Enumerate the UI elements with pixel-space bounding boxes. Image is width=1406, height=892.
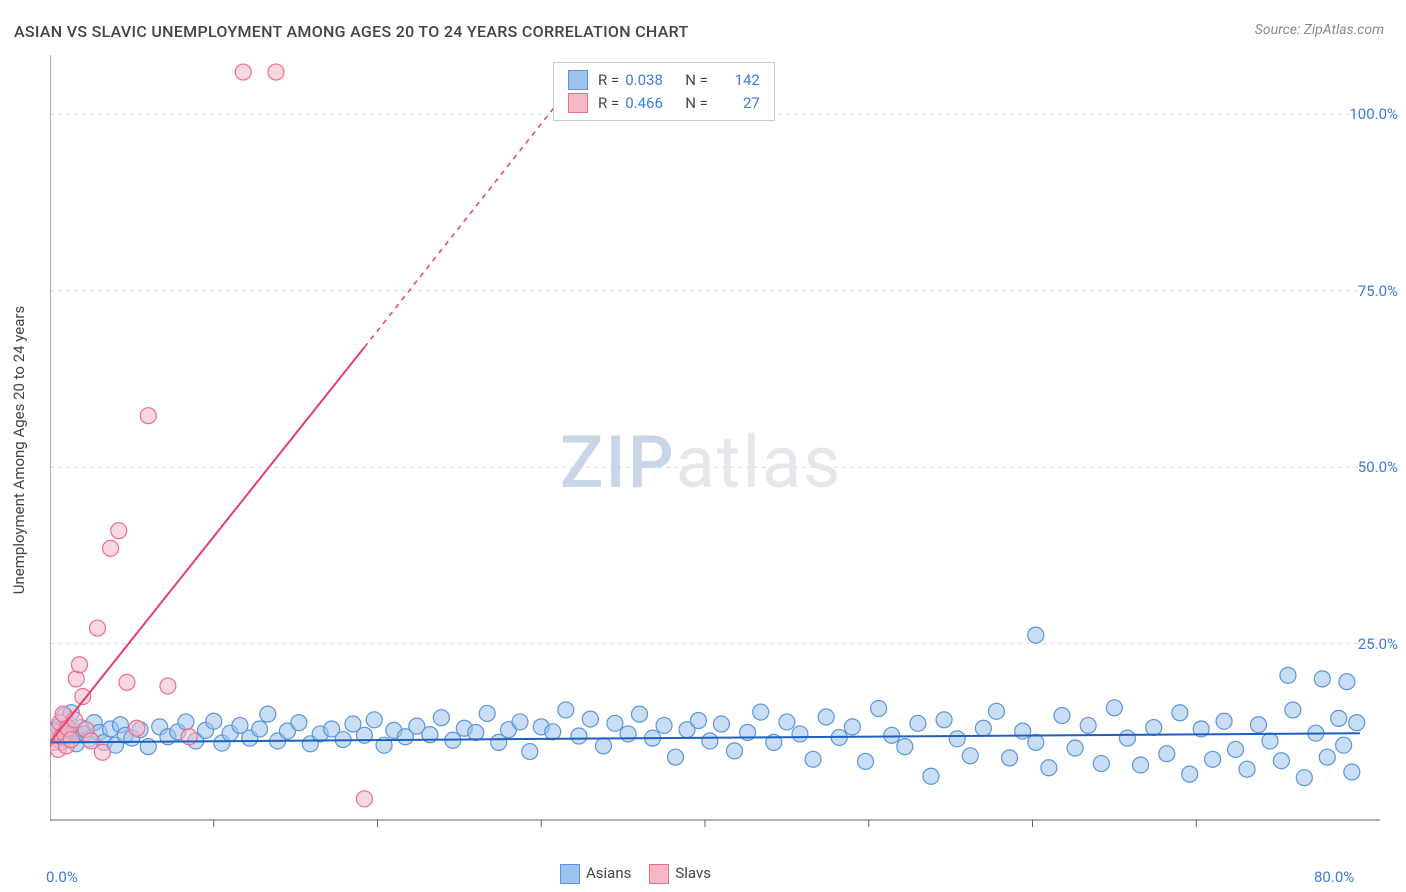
legend-r-value: 0.038 [625,69,671,92]
y-tick-label: 75.0% [1358,282,1398,300]
scatter-plot [50,55,1380,840]
chart-svg [50,55,1380,840]
legend-r-label: R = [598,92,619,115]
correlation-legend: R = 0.038 N = 142 R = 0.466 N = 27 [553,62,775,121]
series-legend: Asians Slavs [560,864,711,884]
chart-title: ASIAN VS SLAVIC UNEMPLOYMENT AMONG AGES … [14,22,689,41]
legend-n-label: N = [685,92,708,115]
legend-swatch [568,70,588,90]
legend-n-value: 142 [714,69,760,92]
x-tick-label: 0.0% [46,868,78,886]
source-attribution: Source: ZipAtlas.com [1255,22,1384,38]
legend-n-label: N = [685,69,708,92]
y-tick-label: 100.0% [1349,105,1398,123]
legend-swatch [649,864,669,884]
correlation-legend-row: R = 0.038 N = 142 [568,69,760,92]
series-legend-label: Asians [586,864,631,882]
series-legend-label: Slavs [675,864,711,882]
x-tick-label: 80.0% [1314,868,1354,886]
legend-swatch [560,864,580,884]
y-axis-label: Unemployment Among Ages 20 to 24 years [10,306,28,594]
legend-r-value: 0.466 [625,92,671,115]
series-legend-item: Slavs [649,864,711,884]
series-legend-item: Asians [560,864,631,884]
correlation-legend-row: R = 0.466 N = 27 [568,92,760,115]
legend-r-label: R = [598,69,619,92]
y-tick-label: 25.0% [1358,635,1398,653]
legend-swatch [568,93,588,113]
legend-n-value: 27 [714,92,760,115]
y-tick-label: 50.0% [1358,458,1398,476]
